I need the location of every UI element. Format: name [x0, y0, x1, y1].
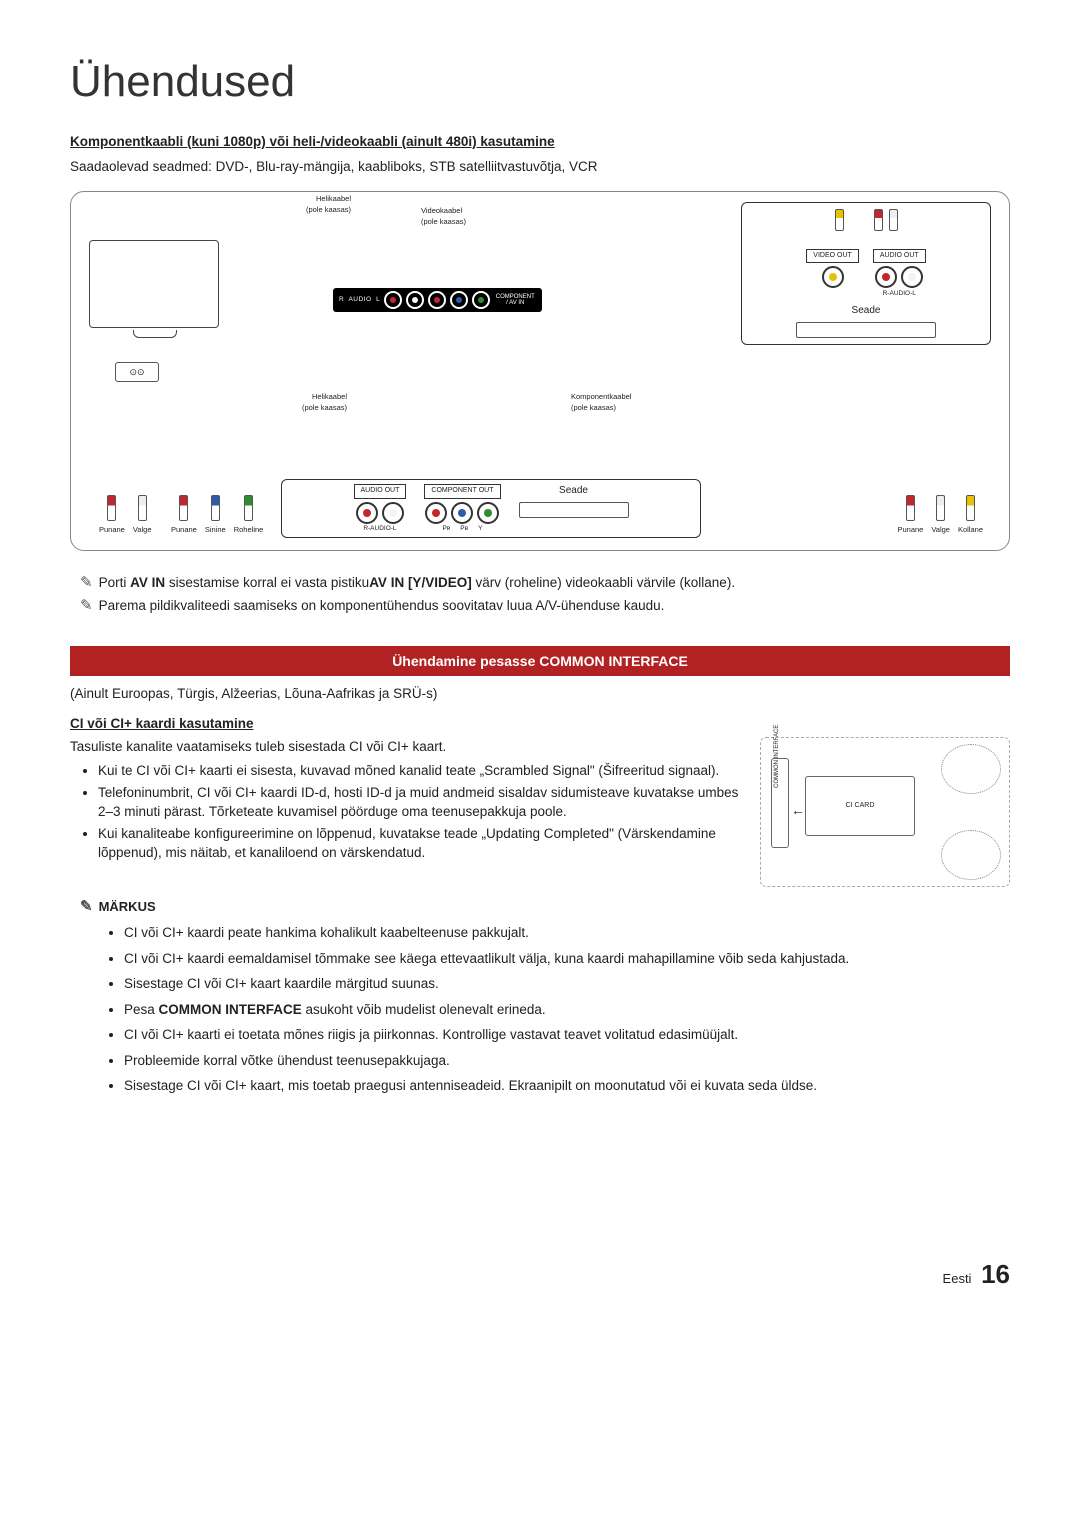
tv-outline: [89, 240, 219, 328]
page-footer: Eesti 16: [70, 1256, 1010, 1294]
device-av: VIDEO OUT AUDIO OUT R-AUDIO-L Seade: [741, 202, 991, 345]
note-icon: ✎: [80, 897, 93, 917]
markus-bullet: Probleemide korral võtke ühendust teenus…: [124, 1051, 1010, 1071]
ci-text: Tasuliste kanalite vaatamiseks tuleb sis…: [70, 737, 740, 864]
label-videokaabel: Videokaabel (pole kaasas): [421, 206, 501, 228]
markus-bullet: CI või CI+ kaardi peate hankima kohaliku…: [124, 923, 1010, 943]
jack-audio-l: [406, 291, 424, 309]
plug-yellow-icon: [835, 209, 844, 231]
footer-lang: Eesti: [943, 1271, 972, 1286]
ci-bullet: Telefoninumbrit, CI või CI+ kaardi ID-d,…: [98, 783, 740, 822]
note-icon: ✎: [80, 596, 93, 616]
ci-heading: CI või CI+ kaardi kasutamine: [70, 714, 1010, 734]
jack-pr: [428, 291, 446, 309]
region-note: (Ainult Euroopas, Türgis, Alžeerias, Lõu…: [70, 684, 1010, 704]
markus-bullet: Sisestage CI või CI+ kaart, mis toetab p…: [124, 1076, 1010, 1096]
ci-bullet: Kui kanaliteabe konfigureerimine on lõpp…: [98, 824, 740, 863]
label-helikaabel-2: Helikaabel (pole kaasas): [277, 392, 347, 414]
tv-stand: [133, 330, 177, 338]
markus-bullet: CI või CI+ kaardi eemaldamisel tõmmake s…: [124, 949, 1010, 969]
markus-bullet: CI või CI+ kaarti ei toetata mõnes riigi…: [124, 1025, 1010, 1045]
video-out-block: VIDEO OUT: [806, 249, 859, 299]
plug-cluster-rbg: Punane Sinine Roheline: [171, 495, 263, 536]
sub-heading: Komponentkaabli (kuni 1080p) või heli-/v…: [70, 132, 1010, 152]
plug-cluster-rwy: Punane Valge Kollane: [897, 495, 983, 536]
note-icon: ✎: [80, 573, 93, 593]
plug-white-icon: [889, 209, 898, 231]
plug-red-icon: [874, 209, 883, 231]
section-bar-common-interface: Ühendamine pesasse COMMON INTERFACE: [70, 646, 1010, 676]
seade-label-1: Seade: [752, 304, 980, 319]
audio-out-block-bot: AUDIO OUT R-AUDIO-L: [354, 484, 407, 533]
page-title: Ühendused: [70, 50, 1010, 114]
note-2: ✎ Parema pildikvaliteedi saamiseks on ko…: [80, 596, 1010, 616]
ci-bullet: Kui te CI või CI+ kaarti ei sisesta, kuv…: [98, 761, 740, 781]
seade-block-2: Seade: [519, 484, 629, 518]
component-out-block: COMPONENT OUT PʀPʙY: [424, 484, 500, 533]
label-helikaabel-1: Helikaabel (pole kaasas): [281, 194, 351, 216]
intro-text: Saadaolevad seadmed: DVD-, Blu-ray-mängi…: [70, 157, 1010, 177]
markus-bullet: Sisestage CI või CI+ kaart kaardile märg…: [124, 974, 1010, 994]
markus-block: ✎ MÄRKUS CI või CI+ kaardi peate hankima…: [70, 897, 1010, 1095]
ci-card-illustration: COMMON INTERFACE CI CARD ←: [760, 737, 1010, 887]
markus-heading: MÄRKUS: [99, 898, 156, 917]
plug-cluster-rw-1: Punane Valge: [99, 495, 152, 536]
ci-lead: Tasuliste kanalite vaatamiseks tuleb sis…: [70, 737, 740, 757]
page-number: 16: [981, 1259, 1010, 1289]
label-kompkaabel: Komponentkaabel (pole kaasas): [571, 392, 661, 414]
markus-bullet: Pesa COMMON INTERFACE asukoht võib mudel…: [124, 1000, 1010, 1020]
connection-diagram: ⊙⊙ Helikaabel (pole kaasas) Videokaabel …: [70, 191, 1010, 551]
headphone-box: ⊙⊙: [115, 362, 159, 382]
jack-pb: [450, 291, 468, 309]
jack-y: [472, 291, 490, 309]
audio-out-block-top: AUDIO OUT R-AUDIO-L: [873, 249, 926, 299]
note-1: ✎ Porti AV IN sisestamise korral ei vast…: [80, 573, 1010, 593]
jack-audio-r: [384, 291, 402, 309]
device-component: AUDIO OUT R-AUDIO-L COMPONENT OUT PʀPʙY: [281, 479, 701, 538]
tv-back-panel: R AUDIO L COMPONENT / AV IN: [333, 288, 542, 312]
